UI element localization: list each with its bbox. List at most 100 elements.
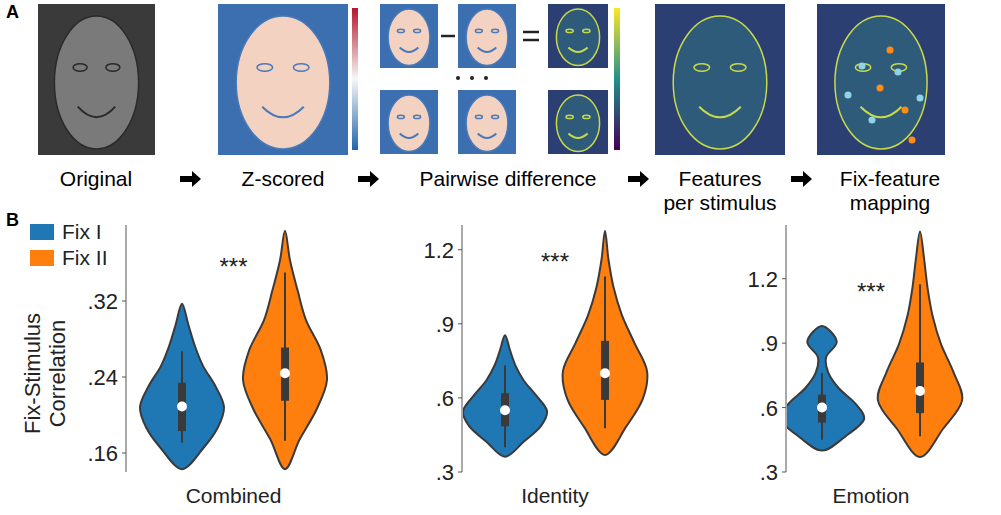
y-axis-title-line: Fix-Stimulus [20, 313, 45, 434]
y-tick [782, 407, 786, 408]
marks [463, 231, 647, 457]
mouth [861, 107, 902, 118]
marks [140, 231, 327, 469]
mouth [478, 134, 497, 138]
equals [523, 39, 539, 42]
violin-panel: .3.6.91.2***Emotion [747, 225, 962, 507]
y-tick [122, 301, 126, 302]
legend-label: Fix II [62, 246, 108, 269]
eye [730, 64, 746, 72]
y-tick-label: .16 [87, 441, 118, 466]
y-tick [458, 397, 462, 398]
y-tick-label: 1.2 [747, 267, 778, 292]
violin-box [601, 341, 609, 400]
legend-swatch [30, 224, 54, 240]
fixation [887, 47, 894, 54]
y-tick [782, 278, 786, 279]
step-label-line: mapping [850, 191, 931, 214]
legend-label: Fix I [62, 220, 102, 243]
eye [475, 115, 482, 118]
step-label-line: Fix-feature [840, 167, 940, 190]
mouth [78, 107, 115, 118]
panel-label: A [6, 2, 19, 22]
y-tick [122, 453, 126, 454]
step-label-line: Features [679, 167, 762, 190]
image-frame [458, 90, 516, 154]
face [673, 16, 767, 149]
eye [492, 29, 499, 32]
face [466, 95, 508, 151]
eye [73, 64, 87, 72]
x-category-label: Combined [186, 484, 282, 507]
face [466, 9, 508, 65]
pipeline-images [38, 4, 945, 155]
y-axis-title-line: Correlation [45, 320, 70, 428]
colorbar [352, 8, 358, 150]
y-axis-line [786, 225, 787, 472]
eye [694, 64, 710, 72]
y-axis-line [126, 225, 127, 472]
marks [787, 231, 962, 457]
legend: Fix I Fix II [30, 220, 108, 269]
mouth [568, 134, 587, 138]
eye [414, 29, 421, 32]
face [835, 16, 927, 149]
fixation [917, 95, 924, 102]
y-tick [458, 472, 462, 473]
mouth [568, 48, 587, 52]
y-axis-title: Fix-StimulusCorrelation [20, 313, 70, 434]
y-axis-line [462, 225, 463, 472]
x-category-label: Identity [521, 484, 589, 507]
face [556, 95, 599, 151]
face [236, 16, 330, 149]
eye [106, 64, 120, 72]
violin-median [600, 368, 610, 378]
fixation [845, 92, 852, 99]
violin-body [463, 335, 547, 457]
mouth [400, 48, 419, 52]
eye [475, 29, 482, 32]
y-tick-label: .6 [760, 396, 778, 421]
y-tick-label: .9 [760, 331, 778, 356]
step-label: Z-scored [242, 167, 325, 190]
minus [441, 35, 455, 38]
step-label: Pairwise difference [419, 167, 596, 190]
ellipsis-dot [484, 76, 488, 80]
y-tick-label: .32 [87, 289, 118, 314]
significance: *** [857, 278, 885, 305]
eye [566, 115, 573, 118]
eye [414, 115, 421, 118]
mouth [478, 48, 497, 52]
violin-median [500, 405, 510, 415]
violin-body [878, 231, 963, 457]
step-label: Featuresper stimulus [663, 167, 776, 214]
mouth [699, 107, 741, 118]
arrow [628, 171, 649, 187]
y-tick [122, 377, 126, 378]
fixation [895, 69, 902, 76]
y-tick [458, 249, 462, 250]
x-category-label: Emotion [832, 484, 909, 507]
violin-box [501, 393, 509, 426]
violin-box [916, 362, 924, 413]
violin-median [915, 386, 925, 396]
violin-median [177, 401, 187, 411]
step-label-line: per stimulus [663, 191, 776, 214]
image-frame [458, 4, 516, 68]
arrow [791, 171, 812, 187]
eye [397, 29, 404, 32]
y-tick [458, 323, 462, 324]
image-frame [218, 4, 348, 155]
fixation [877, 85, 884, 92]
violin-body [243, 231, 327, 469]
ellipsis-dot [456, 76, 460, 80]
face [388, 9, 430, 65]
equals [523, 31, 539, 34]
violin-body [787, 326, 864, 451]
y-tick-label: .24 [87, 365, 118, 390]
fixation [859, 63, 866, 70]
image-frame [380, 4, 438, 68]
fixation [869, 117, 876, 124]
image-frame [655, 4, 785, 155]
significance: *** [541, 248, 569, 275]
